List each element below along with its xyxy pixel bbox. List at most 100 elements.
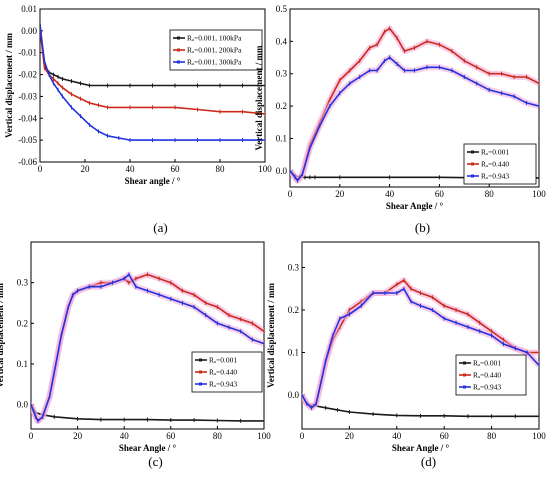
y-tick-label: 0.1 (288, 348, 299, 358)
legend-label: Rₐ=0.001, 100kPa (187, 34, 242, 43)
legend-marker (463, 361, 466, 365)
y-axis-title: Vertical displacement / mm (0, 283, 5, 388)
x-axis-title: Shear angle / ° (125, 176, 181, 186)
x-tick-label: 20 (335, 189, 345, 199)
y-tick-label: 0.00 (21, 26, 37, 36)
x-tick-label: 80 (216, 164, 226, 174)
y-tick-label: 0.0 (276, 166, 288, 176)
series-blue (290, 54, 539, 184)
y-axis-title: Vertical displacement / mm (266, 283, 276, 388)
x-tick-label: 20 (81, 164, 91, 174)
y-tick-label: 0.1 (276, 133, 287, 143)
legend: Rₐ=0.001 Rₐ=0.440 Rₐ=0.943 (455, 354, 527, 396)
series-black (40, 22, 265, 88)
legend-marker (199, 382, 202, 386)
legend-marker (471, 162, 474, 166)
x-tick-label: 0 (300, 431, 305, 441)
series-blue (302, 285, 539, 411)
y-tick-label: 0.3 (276, 69, 288, 79)
y-tick-label: 0.5 (276, 4, 288, 14)
legend-label: Rₐ=0.440 (481, 160, 509, 169)
plot-frame (289, 8, 540, 188)
series-black (302, 393, 539, 419)
chart-panel-2: 0 20 40 60 80 100 0.0 0.1 0.2 0.3 0.4 0.5 Shear Angl… (254, 4, 546, 235)
y-axis-title: Vertical displacement / mm (4, 33, 14, 138)
series-line (302, 287, 539, 409)
x-axis-title: Shear Angle / ° (119, 443, 177, 453)
series-line (40, 28, 265, 115)
legend-marker (199, 370, 202, 374)
y-tick-label: 0.2 (17, 318, 28, 328)
legend-label: Rₐ=0.943 (473, 383, 501, 392)
series-line (31, 273, 264, 422)
x-tick-label: 40 (385, 189, 395, 199)
x-axis-title: Shear Angle / ° (392, 443, 450, 453)
x-tick-label: 100 (532, 431, 546, 441)
panel-label: (a) (153, 220, 167, 235)
legend-box (169, 29, 263, 71)
legend-marker (471, 174, 474, 178)
legend-label: Rₐ=0.001, 200kPa (187, 46, 242, 55)
panel-label: (b) (415, 220, 430, 235)
series-red (31, 271, 264, 424)
chart-panel-4: 0 20 40 60 80 100 0.0 0.1 0.2 0.3 Shear Angle / ° V… (266, 241, 546, 469)
x-tick-label: 0 (38, 164, 43, 174)
series-error-band (31, 271, 264, 424)
x-tick-label: 80 (487, 431, 497, 441)
legend-label: Rₐ=0.943 (481, 172, 509, 181)
legend-marker (463, 373, 466, 377)
legend-marker (177, 48, 180, 52)
chart-panel-3: 0 20 40 60 80 100 0.0 0.1 0.2 0.3 Shear Angle / ° V… (0, 241, 271, 469)
x-tick-label: 100 (257, 431, 271, 441)
y-tick-label: 0.0 (288, 390, 300, 400)
legend-marker (471, 150, 474, 154)
x-tick-label: 100 (532, 189, 546, 199)
x-tick-label: 60 (440, 431, 450, 441)
x-tick-label: 40 (126, 164, 136, 174)
x-tick-label: 80 (485, 189, 495, 199)
y-tick-label: 0.3 (288, 263, 300, 273)
y-tick-label: 0.4 (276, 36, 288, 46)
x-tick-label: 100 (258, 164, 272, 174)
x-tick-label: 20 (73, 431, 83, 441)
x-tick-label: 60 (171, 164, 181, 174)
legend-label: Rₐ=0.001 (481, 148, 509, 157)
legend-marker (177, 60, 180, 64)
legend: Rₐ=0.001, 100kPa Rₐ=0.001, 200kPa Rₐ=0.001… (169, 29, 263, 71)
x-tick-label: 60 (435, 189, 445, 199)
series-black (31, 402, 264, 423)
x-tick-label: 60 (166, 431, 176, 441)
panel-label: (d) (421, 454, 436, 469)
y-tick-label: -0.03 (18, 91, 37, 101)
plot-frame (30, 241, 265, 430)
y-tick-label: -0.05 (18, 135, 37, 145)
legend-marker (463, 385, 466, 389)
legend-label: Rₐ=0.943 (209, 380, 237, 389)
y-tick-label: 0.0 (17, 400, 29, 410)
series-line (31, 273, 264, 422)
y-tick-label: -0.04 (18, 113, 37, 123)
chart-panel-1: 0 20 40 60 80 100 0.01 0.00 -0.01 -0.02 -0.03 -0.04… (4, 4, 272, 235)
series-blue (40, 24, 265, 143)
x-axis-title: Shear Angle / ° (386, 201, 444, 211)
legend-label: Rₐ=0.001 (209, 356, 237, 365)
x-tick-label: 20 (345, 431, 355, 441)
legend-label: Rₐ=0.001 (473, 359, 501, 368)
y-tick-label: -0.02 (18, 70, 37, 80)
y-tick-label: 0.3 (17, 278, 29, 288)
legend: Rₐ=0.001 Rₐ=0.440 Rₐ=0.943 (191, 351, 263, 393)
series-blue (31, 271, 264, 424)
legend-label: Rₐ=0.440 (209, 368, 237, 377)
y-tick-label: 0.2 (276, 101, 287, 111)
x-tick-label: 40 (392, 431, 402, 441)
x-tick-label: 80 (213, 431, 223, 441)
y-tick-label: -0.01 (18, 48, 37, 58)
y-axis-title: Vertical displacement / mm (254, 45, 264, 150)
panel-label: (c) (148, 454, 162, 469)
y-tick-label: 0.1 (17, 359, 28, 369)
y-tick-label: -0.06 (18, 157, 37, 167)
legend-marker (199, 358, 202, 362)
legend: Rₐ=0.001 Rₐ=0.440 Rₐ=0.943 (463, 143, 537, 185)
series-line (302, 394, 539, 418)
